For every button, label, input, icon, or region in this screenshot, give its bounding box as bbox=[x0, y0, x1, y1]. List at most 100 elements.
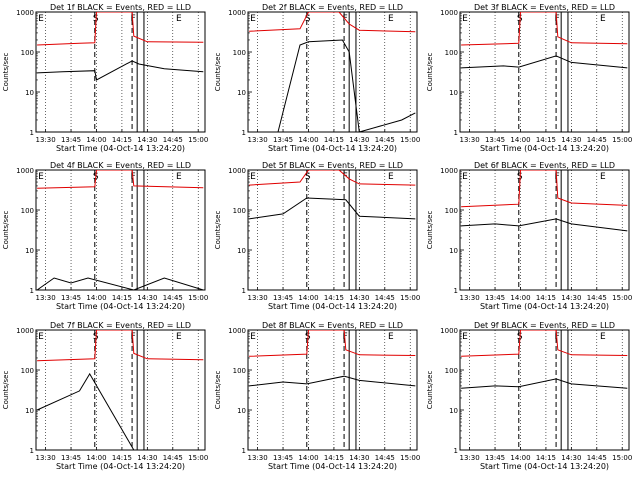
x-tick-label: 14:00 bbox=[86, 294, 106, 302]
y-tick-label: 10 bbox=[449, 407, 458, 415]
x-tick-label: 13:45 bbox=[485, 294, 505, 302]
interval-marker-e: E bbox=[462, 172, 468, 182]
x-tick-label: 13:30 bbox=[248, 136, 268, 144]
series-line-lld bbox=[37, 330, 204, 362]
series-line-lld bbox=[461, 170, 628, 208]
y-tick-label: 10 bbox=[25, 247, 34, 255]
x-tick-label: 14:45 bbox=[163, 454, 183, 462]
x-tick-label: 14:00 bbox=[510, 136, 530, 144]
series-line-events bbox=[277, 39, 416, 132]
interval-marker-e: E bbox=[176, 172, 182, 182]
panel-title: Det 8f BLACK = Events, RED = LLD bbox=[262, 321, 403, 330]
x-tick-label: 13:30 bbox=[460, 294, 480, 302]
y-axis-label: Counts/sec bbox=[214, 211, 222, 250]
y-tick-label: 100 bbox=[445, 207, 458, 215]
plot-frame bbox=[459, 11, 630, 133]
interval-marker-e: E bbox=[176, 14, 182, 24]
detector-panel-2: Det 2f BLACK = Events, RED = LLD 13:30 13:… bbox=[214, 3, 420, 153]
x-tick-label: 15:00 bbox=[188, 454, 208, 462]
x-tick-label: 15:00 bbox=[612, 294, 632, 302]
x-axis-label: Start Time (04-Oct-14 13:24:20) bbox=[480, 302, 609, 311]
interval-marker-e: E bbox=[388, 172, 394, 182]
x-tick-label: 13:45 bbox=[273, 454, 293, 462]
x-tick-label: 14:30 bbox=[137, 454, 157, 462]
y-tick-label: 1 bbox=[242, 447, 246, 455]
x-tick-label: 13:45 bbox=[61, 294, 81, 302]
x-tick-label: 13:45 bbox=[61, 136, 81, 144]
y-axis-label: Counts/sec bbox=[2, 53, 10, 92]
panel-title: Det 3f BLACK = Events, RED = LLD bbox=[474, 3, 615, 12]
y-axis-label: Counts/sec bbox=[426, 211, 434, 250]
x-tick-label: 14:00 bbox=[298, 294, 318, 302]
x-tick-label: 14:45 bbox=[587, 294, 607, 302]
y-tick-label: 10 bbox=[449, 89, 458, 97]
y-tick-label: 100 bbox=[445, 367, 458, 375]
x-tick-label: 14:30 bbox=[349, 136, 369, 144]
interval-marker-e: E bbox=[388, 14, 394, 24]
x-tick-label: 14:15 bbox=[536, 294, 556, 302]
x-tick-label: 14:45 bbox=[163, 136, 183, 144]
y-tick-label: 1000 bbox=[228, 9, 246, 17]
y-tick-label: 1000 bbox=[16, 327, 34, 335]
x-tick-label: 13:30 bbox=[248, 294, 268, 302]
y-tick-label: 1 bbox=[454, 447, 458, 455]
interval-marker-s: S bbox=[305, 14, 311, 24]
x-tick-label: 14:45 bbox=[375, 454, 395, 462]
y-tick-label: 100 bbox=[233, 367, 246, 375]
interval-marker-f: F bbox=[554, 14, 559, 24]
x-tick-label: 15:00 bbox=[612, 454, 632, 462]
x-axis-label: Start Time (04-Oct-14 13:24:20) bbox=[56, 144, 185, 153]
interval-marker-e: E bbox=[600, 14, 606, 24]
y-tick-label: 1 bbox=[30, 129, 34, 137]
y-tick-label: 1 bbox=[454, 129, 458, 137]
x-tick-label: 14:15 bbox=[324, 136, 344, 144]
panel-title: Det 2f BLACK = Events, RED = LLD bbox=[262, 3, 403, 12]
y-tick-label: 1 bbox=[30, 447, 34, 455]
x-tick-label: 14:30 bbox=[561, 136, 581, 144]
x-axis-label: Start Time (04-Oct-14 13:24:20) bbox=[268, 302, 397, 311]
x-tick-label: 14:45 bbox=[587, 136, 607, 144]
x-tick-label: 13:30 bbox=[36, 136, 56, 144]
series-line-events bbox=[461, 55, 628, 69]
y-tick-label: 100 bbox=[445, 49, 458, 57]
x-tick-label: 14:00 bbox=[86, 136, 106, 144]
y-tick-label: 10 bbox=[25, 89, 34, 97]
detector-panel-8: Det 8f BLACK = Events, RED = LLD 13:30 13:… bbox=[214, 321, 420, 471]
series-line-lld bbox=[249, 12, 416, 33]
y-tick-label: 1000 bbox=[16, 167, 34, 175]
x-tick-label: 15:00 bbox=[188, 294, 208, 302]
x-tick-label: 15:00 bbox=[400, 136, 420, 144]
interval-marker-e: E bbox=[462, 332, 468, 342]
series-line-events bbox=[249, 375, 416, 387]
plot-frame bbox=[459, 329, 630, 451]
detector-panel-3: Det 3f BLACK = Events, RED = LLD 13:30 13:… bbox=[426, 3, 632, 153]
x-tick-label: 14:30 bbox=[137, 294, 157, 302]
y-tick-label: 100 bbox=[233, 49, 246, 57]
panel-title: Det 6f BLACK = Events, RED = LLD bbox=[474, 161, 615, 170]
detector-panel-9: Det 9f BLACK = Events, RED = LLD 13:30 13:… bbox=[426, 321, 632, 471]
x-tick-label: 14:00 bbox=[298, 136, 318, 144]
panel-title: Det 4f BLACK = Events, RED = LLD bbox=[50, 161, 191, 170]
y-tick-label: 100 bbox=[21, 49, 34, 57]
x-tick-label: 13:30 bbox=[460, 136, 480, 144]
x-tick-label: 14:15 bbox=[324, 294, 344, 302]
interval-marker-f: F bbox=[342, 172, 347, 182]
series-line-lld bbox=[37, 170, 204, 189]
interval-marker-f: F bbox=[554, 172, 559, 182]
y-tick-label: 10 bbox=[449, 247, 458, 255]
detector-panel-1: Det 1f BLACK = Events, RED = LLD 13:30 13:… bbox=[2, 3, 208, 153]
x-tick-label: 13:45 bbox=[485, 454, 505, 462]
interval-marker-e: E bbox=[388, 332, 394, 342]
y-tick-label: 1 bbox=[242, 129, 246, 137]
detector-panel-4: Det 4f BLACK = Events, RED = LLD 13:30 13:… bbox=[2, 161, 208, 311]
x-tick-label: 14:45 bbox=[375, 136, 395, 144]
y-axis-label: Counts/sec bbox=[214, 371, 222, 410]
series-line-lld bbox=[37, 12, 204, 46]
panel-title: Det 7f BLACK = Events, RED = LLD bbox=[50, 321, 191, 330]
interval-marker-s: S bbox=[305, 172, 311, 182]
x-tick-label: 14:15 bbox=[112, 454, 132, 462]
x-tick-label: 15:00 bbox=[400, 454, 420, 462]
y-tick-label: 10 bbox=[25, 407, 34, 415]
series-line-lld bbox=[249, 170, 416, 186]
y-axis-label: Counts/sec bbox=[214, 53, 222, 92]
